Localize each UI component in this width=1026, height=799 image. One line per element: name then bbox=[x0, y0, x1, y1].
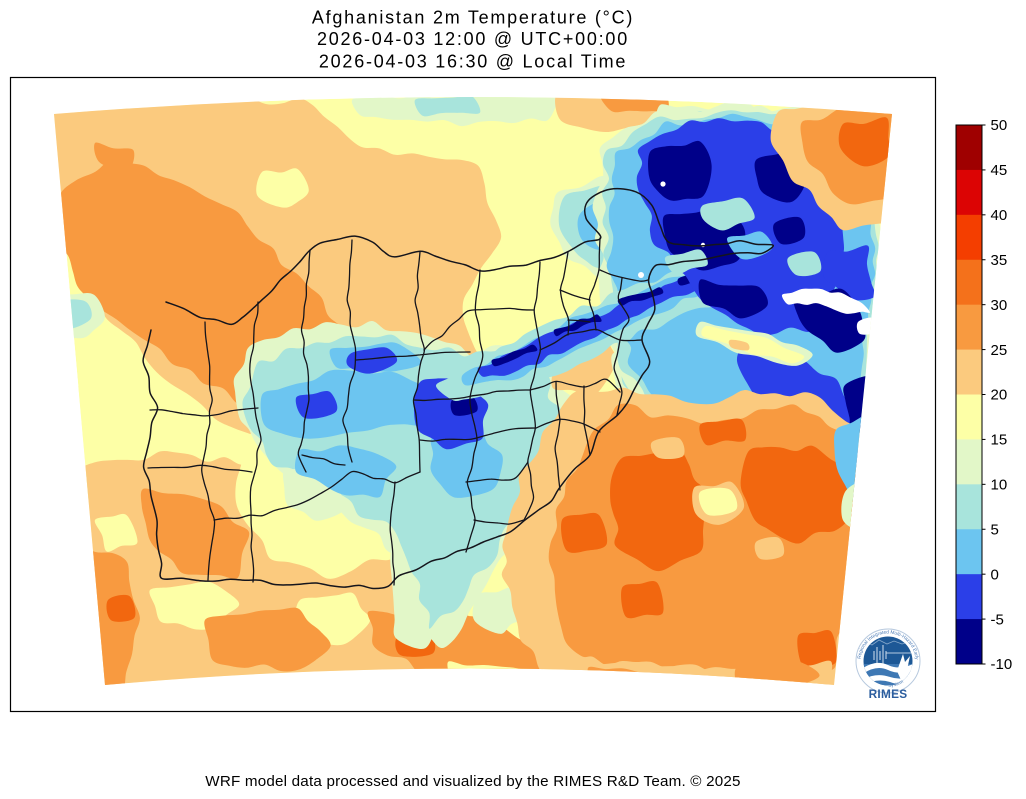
svg-text:5: 5 bbox=[991, 521, 999, 538]
svg-text:-5: -5 bbox=[991, 611, 1004, 628]
svg-text:30: 30 bbox=[991, 297, 1008, 314]
svg-text:RIMES: RIMES bbox=[869, 687, 908, 701]
svg-text:40: 40 bbox=[991, 207, 1008, 224]
svg-text:System: System bbox=[888, 680, 904, 689]
svg-text:25: 25 bbox=[991, 342, 1008, 359]
svg-text:45: 45 bbox=[991, 162, 1008, 179]
svg-text:2026-04-03 16:30 @ Local Time: 2026-04-03 16:30 @ Local Time bbox=[319, 52, 627, 72]
svg-text:2026-04-03 12:00 @ UTC+00:00: 2026-04-03 12:00 @ UTC+00:00 bbox=[317, 29, 629, 49]
svg-text:15: 15 bbox=[991, 432, 1008, 449]
svg-text:20: 20 bbox=[991, 387, 1008, 404]
svg-text:50: 50 bbox=[991, 117, 1008, 134]
svg-text:0: 0 bbox=[991, 566, 999, 583]
svg-text:-10: -10 bbox=[991, 656, 1013, 673]
svg-text:Afghanistan 2m Temperature (°C: Afghanistan 2m Temperature (°C) bbox=[312, 8, 634, 28]
svg-text:35: 35 bbox=[991, 252, 1008, 269]
svg-text:10: 10 bbox=[991, 477, 1008, 494]
svg-text:WRF model data processed and v: WRF model data processed and visualized … bbox=[205, 773, 740, 790]
